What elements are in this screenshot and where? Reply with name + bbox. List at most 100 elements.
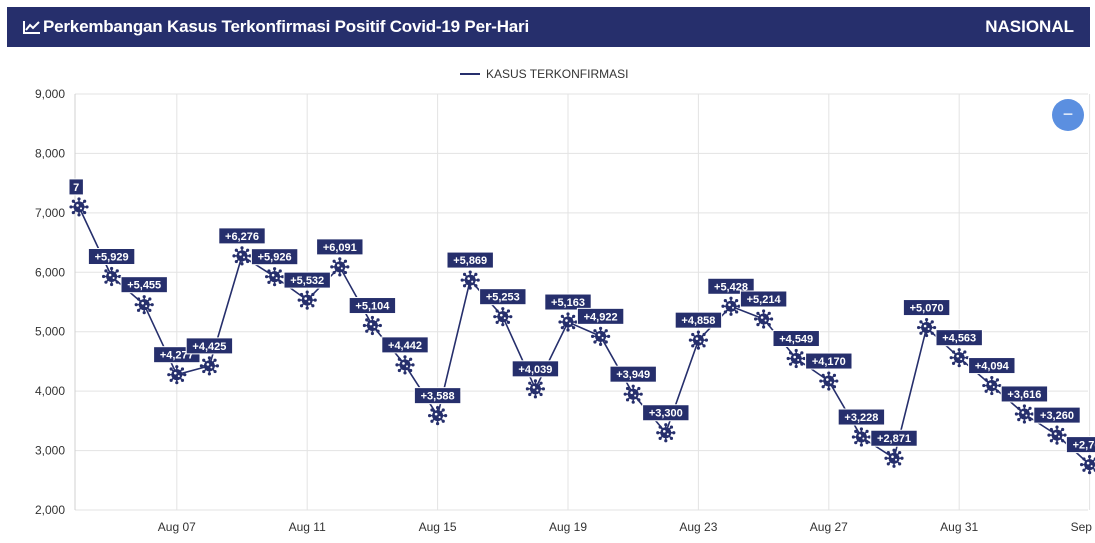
virus-spike-tip <box>859 443 863 447</box>
data-label-box <box>576 307 625 325</box>
data-label-box <box>316 238 364 256</box>
data-label-box <box>120 276 168 294</box>
data-label-box <box>902 299 951 317</box>
virus-marker-icon <box>623 384 643 404</box>
virus-spike-tip <box>175 381 179 385</box>
data-label-box <box>544 293 592 311</box>
virus-spike-tip <box>495 309 499 313</box>
data-label: +4,170 <box>805 352 853 370</box>
virus-spike-tip <box>990 391 994 396</box>
data-label: +5,532 <box>283 271 331 289</box>
virus-marker-icon <box>721 296 741 316</box>
virus-spike-tip <box>142 295 146 299</box>
virus-spike-tip <box>821 373 825 377</box>
data-label-text: +3,228 <box>844 412 878 424</box>
x-tick-label: Aug 31 <box>940 520 978 534</box>
virus-spike-tip <box>593 340 597 344</box>
virus-spot <box>406 365 408 368</box>
data-label-box <box>283 271 331 289</box>
virus-spike-tip <box>403 355 407 359</box>
virus-spike-tip <box>990 375 994 380</box>
virus-spike-tip <box>637 398 641 402</box>
collapse-button[interactable]: − <box>1052 99 1084 131</box>
virus-spike-tip <box>1047 433 1051 437</box>
virus-body <box>660 427 672 439</box>
virus-spike-tip <box>69 205 73 209</box>
virus-spike-tip <box>867 435 871 439</box>
virus-spike-tip <box>299 304 304 308</box>
data-label-text: +4,277 <box>160 350 194 362</box>
virus-body <box>529 383 541 395</box>
virus-spike-tip <box>957 348 961 352</box>
virus-body <box>855 431 867 443</box>
virus-spike-tip <box>267 269 271 273</box>
virus-marker-icon <box>754 309 774 329</box>
virus-body <box>106 271 118 283</box>
virus-spike-tip <box>898 450 902 455</box>
virus-spike-tip <box>566 328 570 332</box>
virus-spike-tip <box>110 282 114 287</box>
data-label-text: +5,253 <box>486 292 520 304</box>
virus-spike-tip <box>669 436 674 441</box>
virus-spike-tip <box>963 361 967 365</box>
virus-spike-tip <box>1082 457 1086 461</box>
virus-spike-tip <box>770 317 774 321</box>
virus-spike-tip <box>77 197 81 201</box>
data-label-text: +5,869 <box>453 255 487 267</box>
virus-spike-tip <box>729 312 733 316</box>
virus-spike-tip <box>1049 439 1053 443</box>
data-label-text: +5,104 <box>355 301 390 313</box>
virus-spot <box>895 458 897 461</box>
virus-spot <box>76 204 79 207</box>
virus-spike-tip <box>495 320 499 324</box>
virus-spike-tip <box>800 351 804 355</box>
virus-spike-tip <box>1061 439 1065 443</box>
virus-marker-icon <box>656 423 676 443</box>
virus-spike-tip <box>430 408 434 412</box>
data-label-text: +3,260 <box>1040 410 1074 422</box>
virus-spike-tip <box>639 392 643 396</box>
virus-spot <box>923 324 927 328</box>
virus-spike-tip <box>767 311 771 315</box>
virus-spike-tip <box>788 362 793 366</box>
data-label: +3,260 <box>1033 406 1081 424</box>
virus-spike-tip <box>376 329 380 333</box>
x-tick-label: Aug 23 <box>679 520 717 534</box>
data-label-text: +5,428 <box>714 281 748 293</box>
data-label-box <box>479 288 527 306</box>
virus-spot <box>80 207 82 210</box>
virus-spike-tip <box>83 199 87 203</box>
virus-spike-tip <box>246 248 250 252</box>
virus-body <box>823 375 835 387</box>
virus-spike-tip <box>525 387 529 391</box>
virus-spike-tip <box>669 425 674 429</box>
series-line <box>78 206 1091 466</box>
virus-spike-tip <box>851 435 855 439</box>
virus-marker-icon <box>167 365 187 385</box>
virus-spike-tip <box>721 304 725 308</box>
y-tick-label: 9,000 <box>35 87 65 101</box>
data-label-text: +2,871 <box>877 433 911 445</box>
virus-body <box>464 274 476 286</box>
virus-spike-tip <box>729 296 733 300</box>
virus-marker-icon <box>525 379 545 399</box>
virus-spike-tip <box>474 284 478 288</box>
virus-spike-tip <box>788 351 793 355</box>
y-tick-label: 4,000 <box>35 384 65 398</box>
virus-spike-tip <box>148 297 152 301</box>
data-label-box <box>87 248 136 266</box>
data-label: +4,094 <box>968 357 1016 375</box>
data-label-box <box>739 290 788 308</box>
data-label-text: +5,070 <box>910 303 944 315</box>
virus-spike-tip <box>599 326 603 330</box>
chart-legend[interactable]: KASUS TERKONFIRMASI <box>460 67 628 81</box>
data-label-box <box>446 251 494 269</box>
virus-body <box>692 334 704 346</box>
virus-spike-tip <box>215 364 219 368</box>
virus-spike-tip <box>169 367 173 371</box>
virus-marker-icon <box>362 315 382 336</box>
virus-spike-tip <box>136 297 141 301</box>
virus-spot <box>829 381 832 384</box>
virus-spike-tip <box>142 311 146 315</box>
virus-spot <box>438 416 441 419</box>
